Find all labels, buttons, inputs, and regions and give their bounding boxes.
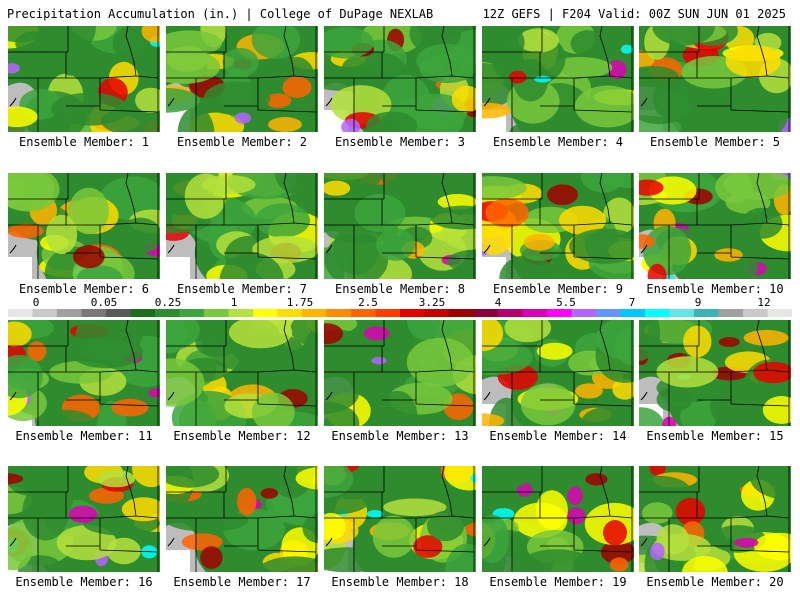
colorbar-swatch: [424, 309, 450, 317]
ensemble-member-label: Ensemble Member: 8: [334, 282, 466, 296]
ensemble-member-label: Ensemble Member: 1: [18, 135, 150, 149]
colorbar-swatch: [547, 309, 572, 317]
colorbar-swatch: [302, 309, 327, 317]
colorbar-swatch: [155, 309, 180, 317]
colorbar-swatch: [32, 309, 58, 317]
ensemble-member-label: Ensemble Member: 11: [15, 429, 153, 443]
colorbar-tick-label: 9: [694, 296, 702, 309]
colorbar-swatch: [106, 309, 131, 317]
colorbar-swatch: [596, 309, 621, 317]
ensemble-member-map: [166, 320, 318, 426]
ensemble-member-label: Ensemble Member: 7: [176, 282, 308, 296]
colorbar-tick-label: 2.5: [358, 296, 378, 309]
product-title: Precipitation Accumulation (in.) | Colle…: [7, 7, 434, 21]
run-valid-time: 12Z GEFS | F204 Valid: 00Z SUN JUN 01 20…: [482, 7, 786, 21]
colorbar-swatch: [204, 309, 229, 317]
colorbar-swatch: [620, 309, 646, 317]
ensemble-member-label: Ensemble Member: 18: [331, 575, 469, 589]
ensemble-member-map: [324, 466, 476, 572]
colorbar-swatch: [253, 309, 278, 317]
ensemble-member-map: [639, 26, 791, 132]
colorbar-swatch: [743, 309, 768, 317]
ensemble-member-map: [166, 26, 318, 132]
ensemble-member-map: [482, 320, 634, 426]
colorbar-tick-label: 7: [628, 296, 636, 309]
ensemble-member-map: [324, 173, 476, 279]
ensemble-member-map: [639, 173, 791, 279]
colorbar-labels: 0 0.05 0.25 1 1.75 2.5 3.25 4 5.5 7 9 12: [8, 296, 792, 309]
colorbar-tick-label: 5.5: [556, 296, 576, 309]
colorbar-swatch: [571, 309, 597, 317]
ensemble-member-label: Ensemble Member: 2: [176, 135, 308, 149]
ensemble-member-label: Ensemble Member: 5: [649, 135, 781, 149]
ensemble-member-label: Ensemble Member: 3: [334, 135, 466, 149]
colorbar-tick-label: 0.25: [154, 296, 182, 309]
ensemble-member-map: [166, 173, 318, 279]
colorbar-swatch: [498, 309, 523, 317]
colorbar-swatch: [473, 309, 499, 317]
ensemble-member-map: [324, 320, 476, 426]
ensemble-member-map: [8, 26, 160, 132]
colorbar-swatch: [522, 309, 548, 317]
colorbar-tick-label: 3.25: [418, 296, 446, 309]
colorbar-tick-label: 0.05: [90, 296, 118, 309]
ensemble-member-map: [482, 173, 634, 279]
colorbar-tick-label: 12: [757, 296, 771, 309]
colorbar-tick-label: 1: [230, 296, 238, 309]
ensemble-member-map: [8, 320, 160, 426]
colorbar: 0 0.05 0.25 1 1.75 2.5 3.25 4 5.5 7 9 12: [8, 296, 792, 320]
colorbar-tick-label: 1.75: [286, 296, 314, 309]
colorbar-swatch: [767, 309, 792, 317]
colorbar-swatch: [130, 309, 156, 317]
colorbar-swatch: [8, 309, 33, 317]
colorbar-tick-label: 0: [32, 296, 40, 309]
ensemble-member-label: Ensemble Member: 19: [489, 575, 627, 589]
ensemble-member-label: Ensemble Member: 17: [173, 575, 311, 589]
ensemble-member-map: [166, 466, 318, 572]
ensemble-member-map: [482, 466, 634, 572]
colorbar-scale: [8, 309, 792, 317]
ensemble-member-label: Ensemble Member: 10: [646, 282, 784, 296]
colorbar-swatch: [718, 309, 744, 317]
colorbar-swatch: [228, 309, 254, 317]
ensemble-member-label: Ensemble Member: 13: [331, 429, 469, 443]
colorbar-swatch: [81, 309, 107, 317]
colorbar-swatch: [645, 309, 670, 317]
ensemble-member-label: Ensemble Member: 20: [646, 575, 784, 589]
colorbar-swatch: [351, 309, 376, 317]
ensemble-member-label: Ensemble Member: 4: [492, 135, 624, 149]
ensemble-member-label: Ensemble Member: 15: [646, 429, 784, 443]
colorbar-swatch: [400, 309, 425, 317]
ensemble-member-label: Ensemble Member: 9: [492, 282, 624, 296]
ensemble-member-map: [482, 26, 634, 132]
ensemble-member-map: [8, 466, 160, 572]
colorbar-swatch: [669, 309, 695, 317]
header: Precipitation Accumulation (in.) | Colle…: [0, 0, 800, 24]
colorbar-tick-label: 4: [494, 296, 502, 309]
colorbar-swatch: [326, 309, 352, 317]
colorbar-swatch: [179, 309, 205, 317]
colorbar-swatch: [375, 309, 401, 317]
colorbar-swatch: [449, 309, 474, 317]
ensemble-member-label: Ensemble Member: 12: [173, 429, 311, 443]
colorbar-swatch: [57, 309, 82, 317]
colorbar-swatch: [694, 309, 719, 317]
ensemble-member-label: Ensemble Member: 16: [15, 575, 153, 589]
ensemble-member-map: [8, 173, 160, 279]
ensemble-member-label: Ensemble Member: 6: [18, 282, 150, 296]
ensemble-member-map: [324, 26, 476, 132]
ensemble-member-map: [639, 466, 791, 572]
colorbar-swatch: [277, 309, 303, 317]
ensemble-member-label: Ensemble Member: 14: [489, 429, 627, 443]
ensemble-member-map: [639, 320, 791, 426]
